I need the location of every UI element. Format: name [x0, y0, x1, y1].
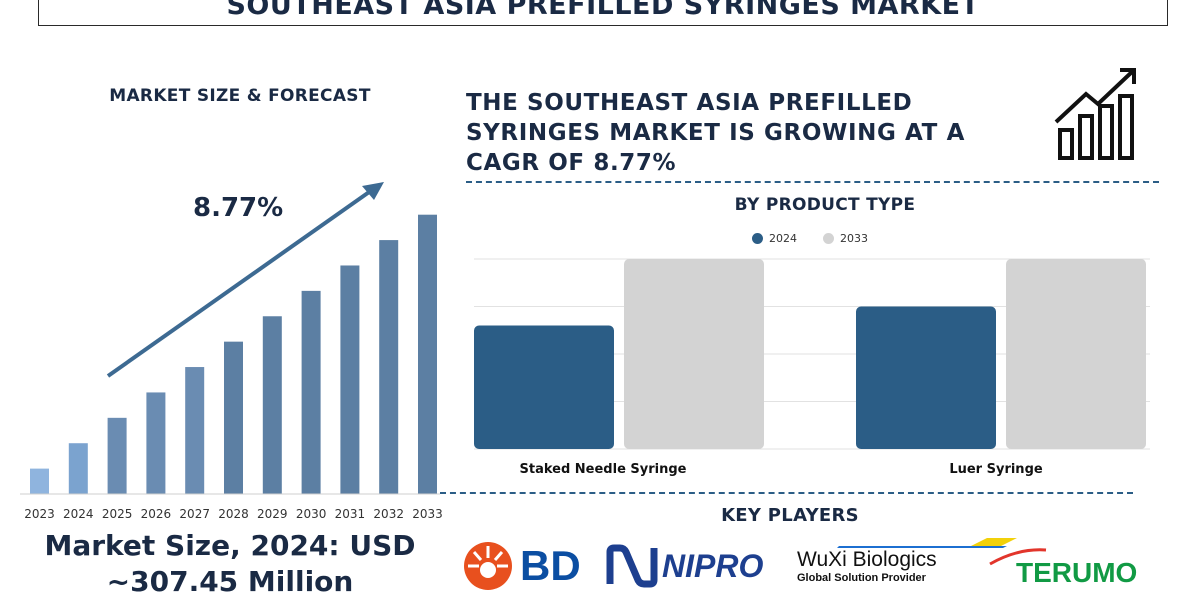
trend-arrow-head [362, 182, 384, 200]
key-players-heading: KEY PLAYERS [721, 505, 859, 526]
trend-arrow-line [106, 188, 374, 378]
terumo-logo: TERUMO [988, 540, 1137, 592]
x-tick-label: 2029 [257, 507, 288, 521]
cagr-annotation: 8.77% [193, 193, 284, 223]
forecast-bar [30, 468, 49, 494]
forecast-bar [146, 392, 166, 494]
legend-swatch-2033 [823, 233, 834, 244]
bd-logo: BD [462, 540, 581, 592]
wuxi-swoosh-icon [837, 538, 1017, 548]
market-size-text: Market Size, 2024: USD ~307.45 Million [0, 528, 460, 600]
x-tick-label: 2026 [141, 507, 172, 521]
forecast-bar [224, 341, 243, 494]
x-tick-label: 2023 [24, 507, 55, 521]
product-bar-2024 [474, 325, 614, 449]
legend-label-2033: 2033 [840, 232, 868, 245]
product-type-chart: Staked Needle Syringe Luer Syringe [474, 258, 1150, 477]
product-bar-2024 [856, 306, 996, 449]
title-box: SOUTHEAST ASIA PREFILLED SYRINGES MARKET [38, 0, 1168, 26]
forecast-bar [301, 290, 321, 494]
forecast-bar [68, 443, 88, 494]
wuxi-logo: WuXi Biologics Global Solution Provider [797, 538, 1017, 592]
category-label: Luer Syringe [949, 462, 1043, 477]
product-bar-2033 [1006, 259, 1146, 449]
nipro-mark-icon [606, 544, 658, 588]
x-tick-label: 2030 [296, 507, 327, 521]
legend-swatch-2024 [752, 233, 763, 244]
legend-item-2024: 2024 [752, 232, 797, 245]
forecast-bar [262, 316, 282, 494]
x-tick-label: 2033 [412, 507, 443, 521]
market-size-line2: ~307.45 Million [106, 565, 354, 598]
divider-bottom [440, 492, 1133, 494]
terumo-swoosh-icon [989, 548, 1047, 566]
market-size-line1: Market Size, 2024: USD [44, 529, 416, 562]
bd-logo-text: BD [520, 542, 581, 589]
forecast-bar [185, 367, 205, 494]
nipro-logo-text: NIPRO [662, 547, 764, 584]
wuxi-logo-text: WuXi Biologics [797, 548, 937, 571]
x-tick-label: 2031 [335, 507, 366, 521]
chart-legend: 2024 2033 [752, 232, 888, 245]
divider-top [466, 181, 1159, 183]
market-size-heading: MARKET SIZE & FORECAST [109, 86, 371, 106]
x-tick-label: 2025 [102, 507, 133, 521]
forecast-bar [107, 417, 127, 494]
category-label: Staked Needle Syringe [520, 462, 687, 477]
forecast-bar [340, 265, 360, 494]
forecast-bar [418, 214, 437, 494]
wuxi-tagline: Global Solution Provider [797, 572, 926, 584]
page-title: SOUTHEAST ASIA PREFILLED SYRINGES MARKET [226, 0, 980, 21]
cagr-headline: THE SOUTHEAST ASIA PREFILLED SYRINGES MA… [466, 90, 965, 176]
x-tick-label: 2028 [218, 507, 249, 521]
growth-chart-icon [1054, 68, 1136, 160]
terumo-logo-text: TERUMO [1016, 557, 1138, 588]
legend-label-2024: 2024 [769, 232, 797, 245]
x-tick-label: 2027 [179, 507, 210, 521]
nipro-logo: NIPRO [606, 540, 763, 592]
product-type-heading: BY PRODUCT TYPE [734, 195, 916, 215]
market-size-chart: 2023 2024 2025 2026 2027 2028 2029 2030 2031 2032… [20, 182, 443, 521]
x-tick-label: 2024 [63, 507, 94, 521]
forecast-bar [379, 240, 399, 494]
bd-starburst-icon [464, 542, 512, 590]
x-tick-label: 2032 [373, 507, 404, 521]
product-bar-2033 [624, 259, 764, 449]
legend-item-2033: 2033 [823, 232, 868, 245]
